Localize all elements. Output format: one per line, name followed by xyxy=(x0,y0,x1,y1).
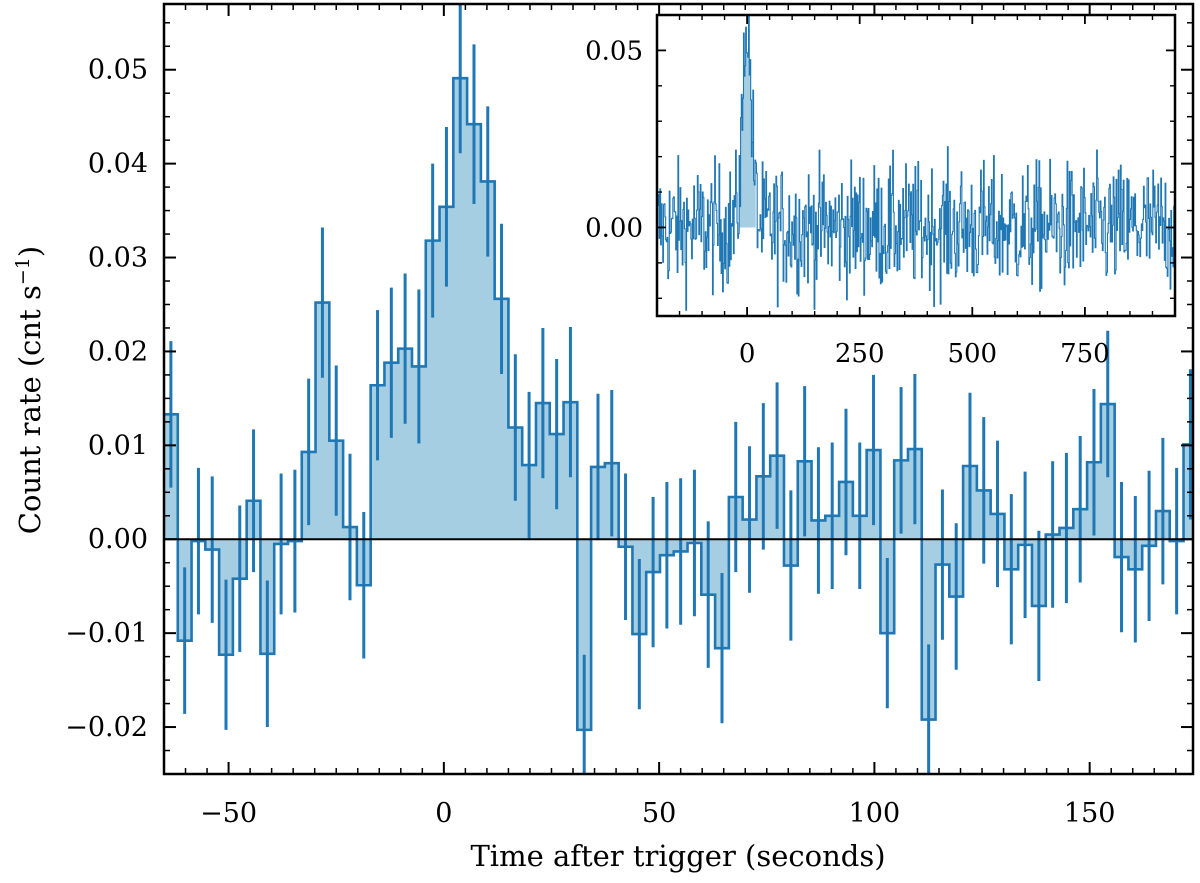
main-plot-frame xyxy=(162,2,1195,776)
inset-histogram-step-line xyxy=(657,15,1175,311)
y-axis-label-close: ) xyxy=(13,246,47,257)
y-axis-label: Count rate (cnt s−1) xyxy=(12,246,47,534)
main-plot-panel: −50 0 50 100 150 −0.02 −0.01 0.00 0.01 0.02 0.03 0… xyxy=(65,2,1195,829)
main-x-tick-labels: −50 0 50 100 150 xyxy=(200,798,1115,829)
y-tick-label: 0.04 xyxy=(88,149,148,180)
x-tick-label: 100 xyxy=(849,798,901,829)
x-tick-label: 0 xyxy=(435,798,452,829)
y-tick-label: 0.00 xyxy=(88,524,148,555)
x-tick-label: 150 xyxy=(1064,798,1116,829)
x-tick-label: 50 xyxy=(642,798,676,829)
main-histogram-step-line xyxy=(164,76,1193,732)
inset-plot-area xyxy=(657,15,1175,311)
x-axis-label: Time after trigger (seconds) xyxy=(470,839,885,873)
main-plot-area xyxy=(164,4,1193,774)
inset-y-tick-label: 0.00 xyxy=(585,213,643,243)
x-tick-label: −50 xyxy=(200,798,257,829)
inset-x-tick-labels: 0 250 500 750 xyxy=(739,339,1110,369)
y-tick-label: 0.02 xyxy=(88,336,148,367)
inset-y-tick-label: 0.05 xyxy=(585,36,643,66)
inset-x-tick-label: 0 xyxy=(739,339,756,369)
inset-y-tick-labels: 0.00 0.05 xyxy=(585,36,643,243)
y-axis-label-text: Count rate (cnt s xyxy=(13,285,47,534)
main-y-tick-labels: −0.02 −0.01 0.00 0.01 0.02 0.03 0.04 0.05 xyxy=(65,55,148,743)
inset-x-tick-label: 250 xyxy=(835,339,885,369)
inset-plot-frame xyxy=(655,13,1177,318)
inset-x-tick-label: 500 xyxy=(947,339,997,369)
y-tick-label: 0.03 xyxy=(88,243,148,274)
inset-plot-panel: 0 250 500 750 0.00 0.05 xyxy=(585,13,1177,369)
y-tick-label: 0.01 xyxy=(88,430,148,461)
y-tick-label: −0.01 xyxy=(65,618,148,649)
y-tick-label: −0.02 xyxy=(65,712,148,743)
inset-x-tick-label: 750 xyxy=(1060,339,1110,369)
y-tick-label: 0.05 xyxy=(88,55,148,86)
y-axis-label-exponent: −1 xyxy=(12,257,34,285)
